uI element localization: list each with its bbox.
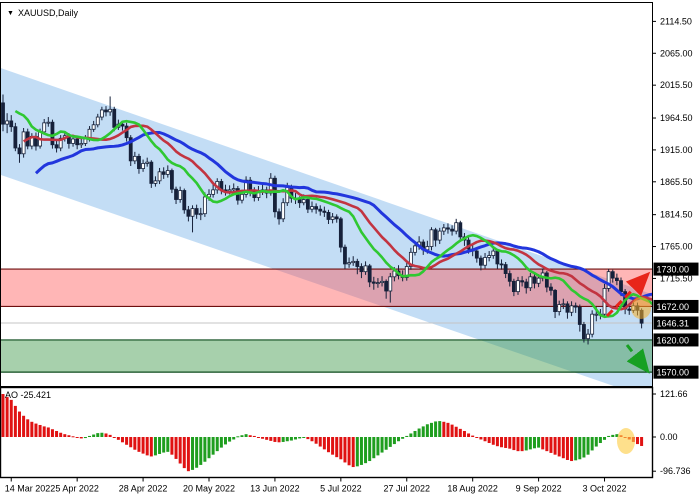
svg-text:1672.00: 1672.00 (657, 302, 690, 312)
svg-text:9 Sep 2022: 9 Sep 2022 (516, 484, 562, 494)
svg-text:5 Apr 2022: 5 Apr 2022 (55, 484, 99, 494)
svg-text:2015.50: 2015.50 (660, 80, 693, 90)
ao-histogram (1, 394, 644, 472)
svg-text:1865.50: 1865.50 (660, 177, 693, 187)
svg-text:13 Jun 2022: 13 Jun 2022 (250, 484, 300, 494)
svg-text:2114.50: 2114.50 (660, 16, 692, 26)
price-pane (1, 68, 652, 386)
svg-text:3 Oct 2022: 3 Oct 2022 (583, 484, 627, 494)
svg-text:20 May 2022: 20 May 2022 (183, 484, 235, 494)
svg-text:1646.31: 1646.31 (657, 319, 690, 329)
alligator-lips-line (14, 109, 652, 319)
breakdown-down-arrow (625, 344, 650, 374)
svg-text:1915.00: 1915.00 (660, 145, 693, 155)
svg-text:18 Aug 2022: 18 Aug 2022 (447, 484, 498, 494)
svg-text:1620.00: 1620.00 (657, 335, 690, 345)
symbol-label-text: XAUUSD,Daily (17, 8, 78, 18)
svg-text:-96.736: -96.736 (660, 466, 691, 476)
symbol-label: ▼ XAUUSD,Daily (7, 8, 78, 18)
alligator-jaw-line (34, 130, 652, 301)
svg-text:28 Apr 2022: 28 Apr 2022 (119, 484, 168, 494)
svg-text:1570.00: 1570.00 (657, 368, 690, 378)
svg-text:14 Mar 2022: 14 Mar 2022 (5, 484, 56, 494)
svg-text:1964.50: 1964.50 (660, 113, 693, 123)
ao-signal-highlight (617, 428, 635, 454)
svg-text:0.00: 0.00 (660, 432, 678, 442)
price-convergence-highlight (631, 297, 651, 319)
svg-text:27 Jul 2022: 27 Jul 2022 (383, 484, 430, 494)
svg-text:1730.00: 1730.00 (657, 265, 690, 275)
dropdown-triangle-icon[interactable]: ▼ (7, 9, 14, 17)
svg-text:1765.00: 1765.00 (660, 242, 693, 252)
svg-text:1715.50: 1715.50 (660, 273, 693, 283)
indicator-pane-border (0, 386, 654, 479)
alligator-teeth-line (22, 124, 652, 311)
svg-text:2065.00: 2065.00 (660, 48, 693, 58)
date-axis: 14 Mar 2022 5 Apr 2022 28 Apr 2022 20 May 2… (5, 477, 627, 494)
breakout-up-arrow (605, 271, 651, 318)
svg-text:5 Jul 2022: 5 Jul 2022 (320, 484, 362, 494)
svg-text:1814.50: 1814.50 (660, 210, 693, 220)
indicator-label: AO -25.421 (5, 390, 52, 400)
support-zone (1, 339, 652, 373)
price-level-labels: 1730.00 1672.00 1646.31 1620.00 1570.00 (653, 262, 699, 379)
price-axis-ticks: 2114.50 2065.00 2015.50 1964.50 1915.00 1865.… (652, 16, 693, 476)
svg-text:121.66: 121.66 (660, 389, 688, 399)
